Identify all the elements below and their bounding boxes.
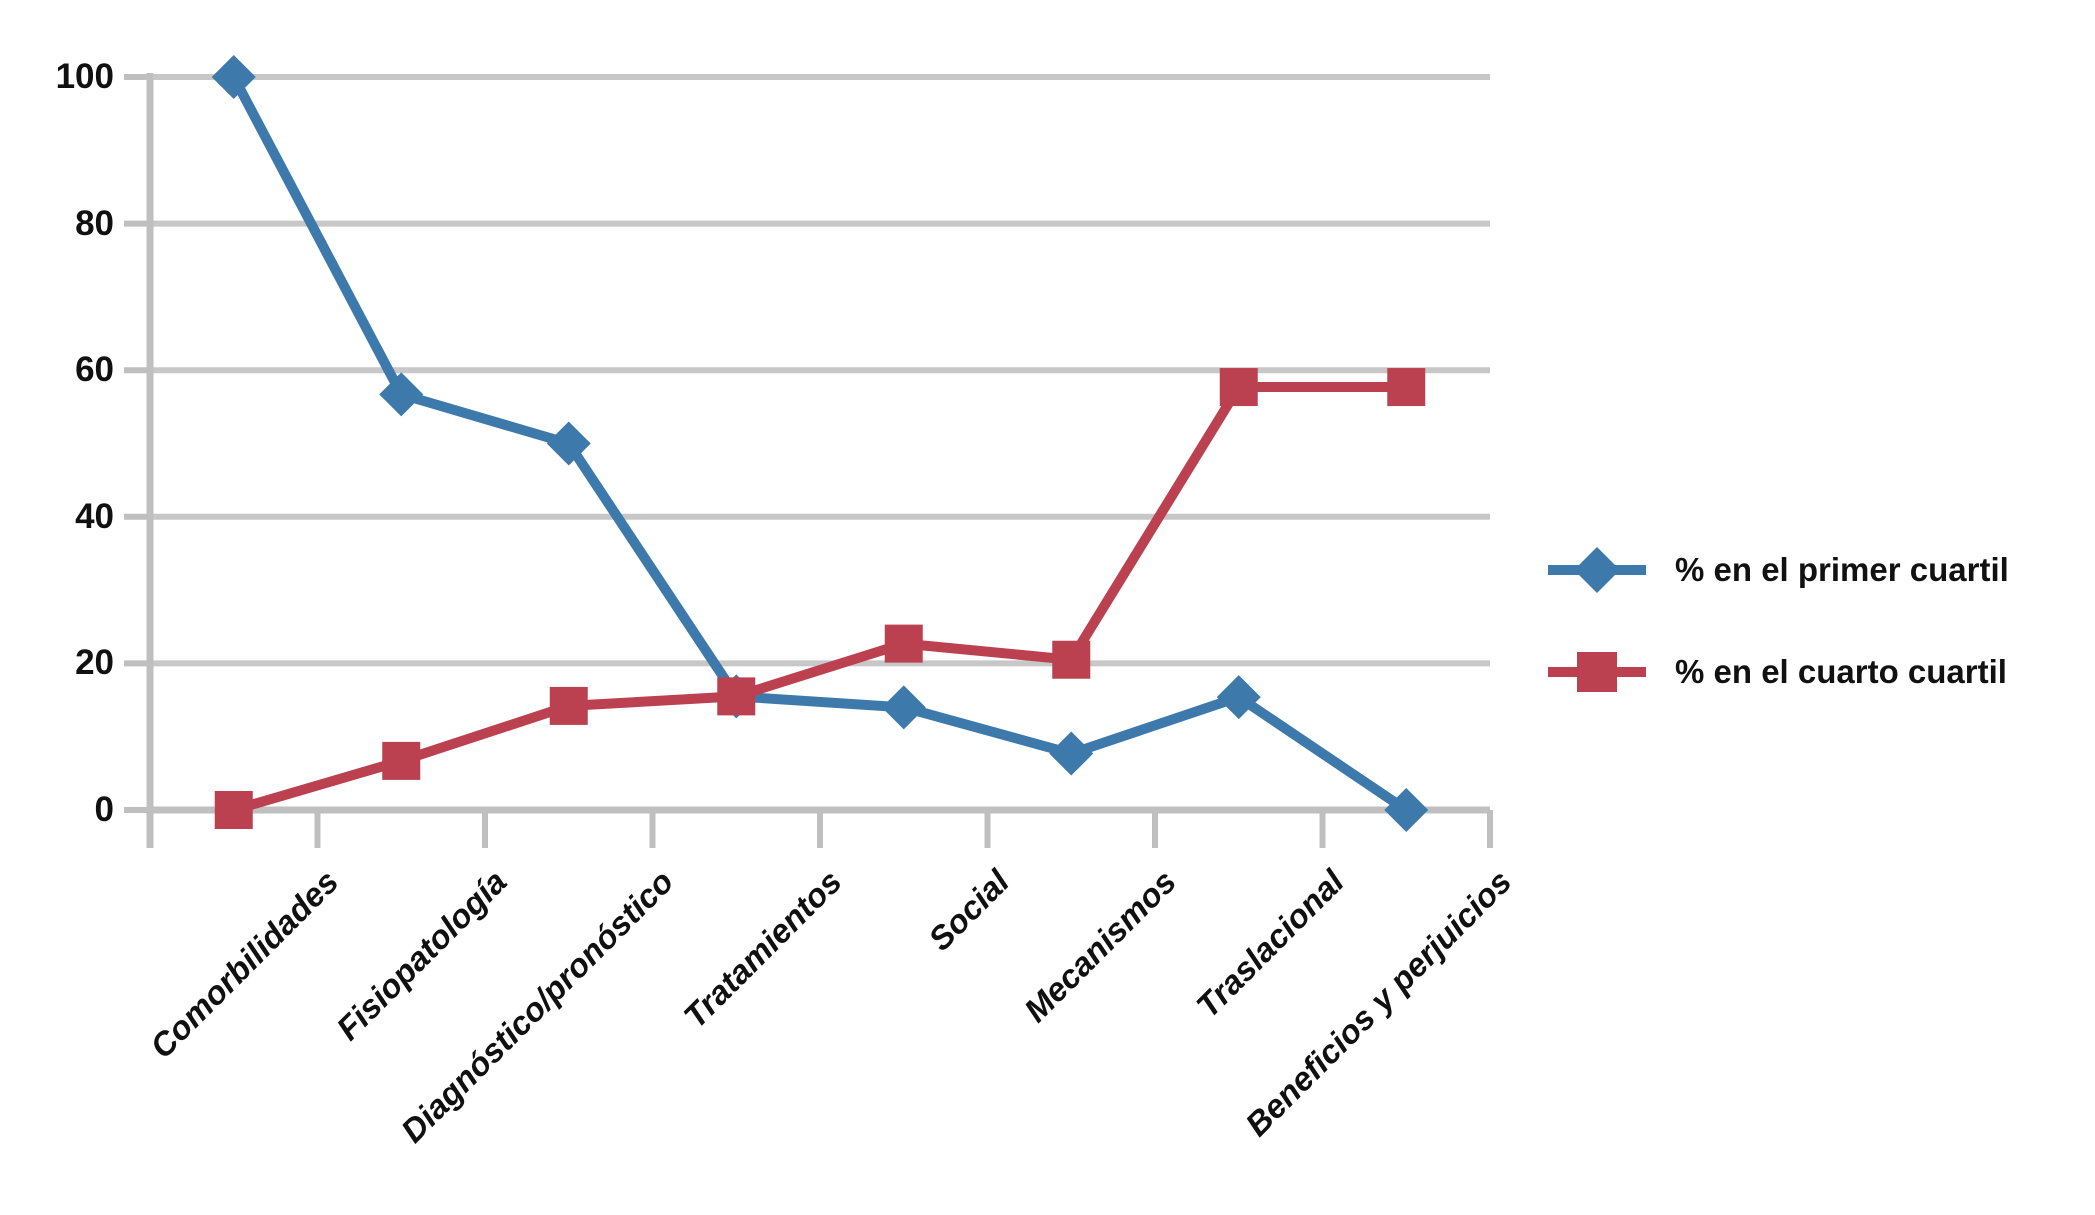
y-axis-tick-label: 0 <box>94 790 114 829</box>
legend-diamond-marker-icon <box>1548 547 1646 593</box>
data-point-square <box>884 624 923 663</box>
series-line-1 <box>228 382 1412 815</box>
data-point-diamond <box>211 55 256 99</box>
data-point-square <box>1052 640 1091 679</box>
chart-legend: % en el primer cuartil % en el cuarto cu… <box>1545 528 2009 714</box>
y-axis-tick-label: 20 <box>75 643 114 683</box>
legend-item-cuarto-cuartil: % en el cuarto cuartil <box>1545 630 2009 714</box>
data-point-square <box>1387 368 1426 407</box>
legend-square-marker-icon <box>1548 652 1646 692</box>
y-axis-tick-label: 60 <box>75 350 114 390</box>
data-point-square <box>549 686 588 725</box>
data-point-diamond <box>546 421 591 466</box>
y-axis-tick-label: 40 <box>75 496 114 536</box>
y-axis-tick-label: 80 <box>75 203 114 243</box>
data-point-diamond <box>1384 788 1429 832</box>
data-point-square <box>382 741 421 780</box>
data-point-diamond <box>881 685 926 730</box>
data-point-square <box>214 791 253 829</box>
data-point-diamond <box>1049 731 1094 776</box>
y-axis-tick-label: 100 <box>55 57 114 96</box>
data-point-square <box>1219 368 1258 407</box>
data-point-diamond <box>1216 675 1261 720</box>
data-point-square <box>717 677 756 716</box>
data-point-diamond <box>379 372 424 417</box>
legend-label-primer-cuartil: % en el primer cuartil <box>1675 551 2009 588</box>
legend-label-cuarto-cuartil: % en el cuarto cuartil <box>1675 653 2007 690</box>
series-line-0 <box>228 72 1412 815</box>
legend-item-primer-cuartil: % en el primer cuartil <box>1545 528 2009 612</box>
